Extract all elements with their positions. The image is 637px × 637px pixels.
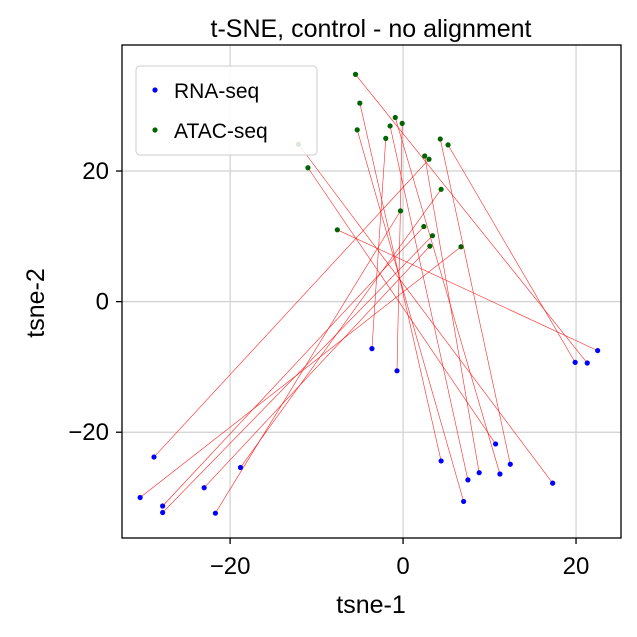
point-rna-seq — [237, 464, 244, 471]
point-atac-seq — [399, 120, 405, 126]
alignment-link — [162, 235, 433, 513]
point-rna-seq — [584, 360, 590, 366]
alignment-link — [139, 246, 462, 498]
alignment-link — [307, 167, 496, 445]
y-tick-label: 20 — [82, 158, 109, 185]
legend-label-rna-seq: RNA-seq — [174, 80, 259, 103]
point-atac-seq — [392, 114, 398, 121]
alignment-link — [424, 155, 480, 473]
point-atac-seq — [334, 227, 340, 233]
alignment-link — [337, 229, 598, 351]
point-rna-seq — [151, 454, 157, 460]
plot-frame — [121, 44, 622, 539]
alignment-link — [355, 74, 588, 364]
point-atac-seq — [352, 71, 359, 77]
point-rna-seq — [160, 503, 166, 509]
alignment-link — [394, 117, 501, 475]
alignment-link — [240, 189, 442, 468]
point-atac-seq — [429, 233, 436, 239]
point-atac-seq — [383, 135, 389, 141]
alignment-link — [389, 125, 469, 480]
point-rna-seq — [493, 441, 499, 447]
point-rna-seq — [497, 471, 503, 477]
point-atac-seq — [422, 153, 428, 159]
alignment-link — [298, 144, 553, 484]
point-atac-seq — [438, 186, 444, 192]
point-atac-seq — [305, 165, 311, 171]
point-atac-seq — [397, 208, 404, 214]
x-tick-label: 0 — [396, 553, 409, 580]
point-rna-seq — [507, 461, 513, 467]
alignment-link — [439, 138, 511, 465]
alignment-link — [215, 210, 401, 514]
x-tick-label: 20 — [563, 553, 590, 580]
point-atac-seq — [354, 127, 360, 133]
point-rna-seq — [137, 494, 143, 501]
x-tick-label: −20 — [210, 553, 251, 580]
point-atac-seq — [426, 156, 432, 162]
point-rna-seq — [476, 470, 482, 476]
alignment-link — [396, 123, 403, 371]
legend-label-atac-seq: ATAC-seq — [174, 120, 268, 143]
alignment-link — [371, 138, 387, 349]
point-rna-seq — [394, 368, 400, 374]
alignment-link — [359, 103, 442, 462]
chart-title: t-SNE, control - no alignment — [211, 15, 532, 43]
legend-marker-rna-seq — [152, 87, 158, 93]
point-rna-seq — [369, 346, 375, 352]
y-tick-label: −20 — [68, 419, 109, 446]
alignment-link — [203, 245, 431, 488]
point-atac-seq — [445, 142, 451, 148]
alignment-links — [139, 74, 598, 514]
point-atac-seq — [421, 223, 427, 230]
point-atac-seq — [437, 136, 443, 142]
alignment-link — [356, 129, 464, 502]
point-atac-seq — [387, 123, 393, 129]
point-rna-seq — [212, 510, 219, 516]
point-rna-seq — [461, 498, 467, 505]
point-rna-seq — [572, 359, 578, 365]
x-axis-label: tsne-1 — [336, 591, 405, 619]
point-atac-seq — [458, 244, 464, 250]
point-rna-seq — [465, 477, 471, 483]
legend: RNA-seq ATAC-seq — [135, 65, 318, 156]
y-axis-label: tsne-2 — [22, 268, 50, 337]
grid-lines — [122, 45, 621, 538]
point-atac-seq — [427, 243, 433, 249]
point-atac-seq — [357, 100, 363, 106]
alignment-link — [162, 226, 425, 507]
alignment-link — [153, 159, 430, 458]
data-points — [137, 71, 601, 516]
point-rna-seq — [160, 509, 166, 516]
y-tick-label: 0 — [96, 289, 109, 316]
point-rna-seq — [438, 458, 444, 464]
legend-box — [135, 65, 318, 156]
point-rna-seq — [595, 347, 601, 354]
point-rna-seq — [550, 480, 556, 486]
point-rna-seq — [201, 485, 207, 491]
axis-ticks: −20 0 20 −20 0 20 — [68, 158, 589, 580]
alignment-link — [447, 144, 576, 363]
legend-marker-atac-seq — [152, 127, 158, 133]
